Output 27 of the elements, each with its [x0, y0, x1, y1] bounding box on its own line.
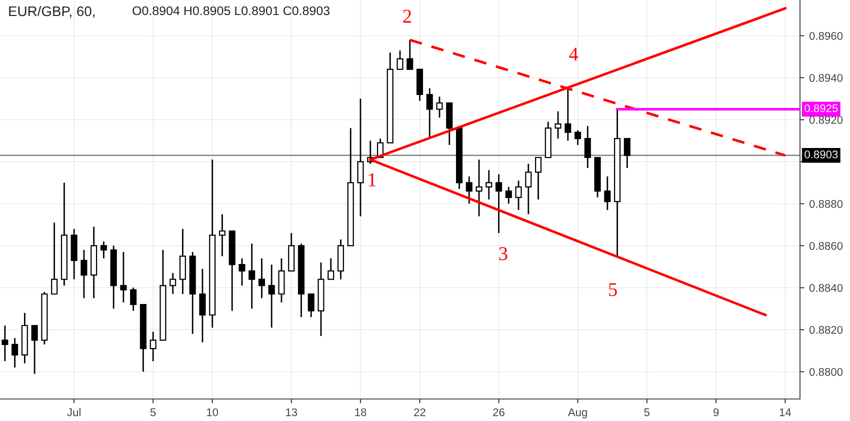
y-tick-label: 0.8880 — [809, 200, 843, 208]
annotation: 4 — [569, 48, 578, 61]
x-tick-label: Aug — [568, 408, 587, 418]
y-tick-label: 0.8820 — [809, 326, 843, 334]
ref-line-label: 0.8925 — [804, 104, 838, 112]
x-tick-label: 5 — [150, 408, 156, 416]
x-tick-label: 22 — [414, 408, 426, 416]
y-tick-label: 0.8840 — [809, 284, 843, 292]
chart-subtitle: O0.8904 H0.8905 L0.8901 C0.8903 — [132, 6, 330, 16]
y-tick-label: 0.8940 — [809, 74, 843, 82]
annotation: 3 — [499, 247, 508, 260]
x-tick-label: 9 — [713, 408, 719, 416]
y-tick-label: 0.8860 — [809, 242, 843, 250]
x-tick-label: 26 — [493, 408, 504, 416]
x-tick-label: 5 — [644, 408, 650, 416]
ref-line-label: 0.8903 — [804, 150, 838, 158]
x-tick-label: 10 — [207, 408, 218, 416]
x-tick-label: Jul — [67, 408, 80, 416]
x-tick-label: 14 — [780, 408, 792, 416]
x-tick-label: 18 — [355, 408, 366, 416]
annotation: 2 — [403, 10, 411, 23]
y-tick-label: 0.8960 — [809, 32, 843, 40]
annotation: 5 — [609, 283, 617, 296]
annotation: 1 — [368, 173, 376, 186]
chart-title: EUR/GBP, 60, — [9, 6, 94, 18]
y-tick-label: 0.8800 — [809, 368, 843, 376]
x-tick-label: 13 — [286, 408, 298, 416]
